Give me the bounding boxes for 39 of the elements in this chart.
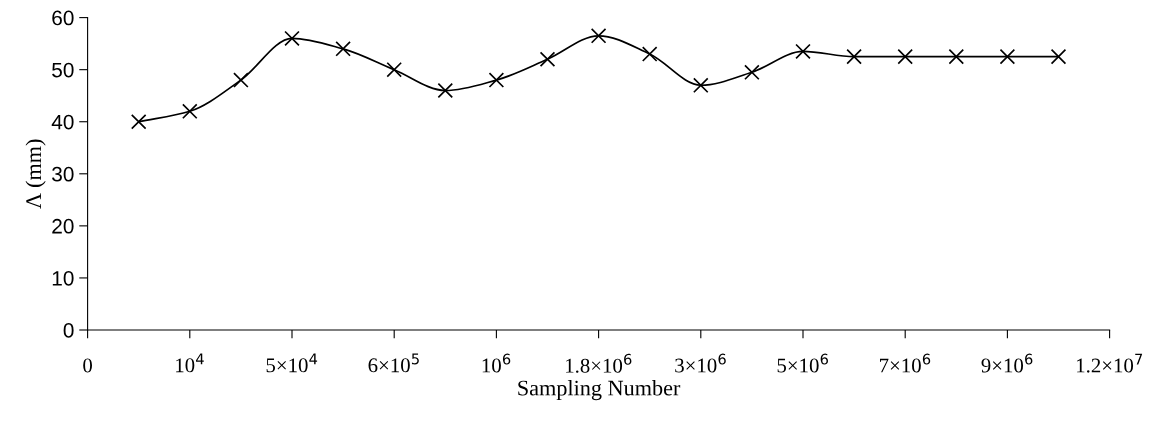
x-tick-label: 1.8×10$^{6}$	[566, 353, 632, 373]
point	[284, 30, 300, 47]
x-tick-label: 5×10$^{4}$	[266, 353, 318, 373]
point	[539, 51, 556, 68]
point	[999, 48, 1016, 65]
x-tick-label: 10$^{4}$	[176, 353, 204, 373]
point	[795, 43, 811, 60]
point	[437, 82, 454, 99]
x-tick-label: 7×10$^{6}$	[880, 353, 931, 373]
point	[641, 46, 658, 62]
x-tick-label: 9×10$^{6}$	[981, 353, 1033, 373]
point	[488, 72, 505, 88]
point	[846, 48, 862, 65]
y-tick-label: 40	[51, 114, 74, 130]
point	[693, 77, 709, 94]
y-tick-label: 50	[52, 62, 74, 78]
point	[130, 113, 147, 130]
y-tick-label: 10	[52, 270, 74, 286]
point	[335, 41, 351, 57]
x-tick-label: 0	[83, 358, 93, 373]
point	[744, 64, 760, 81]
x-tick-label: 1.2×10$^{7}$	[1077, 353, 1143, 373]
y-axis-title: Λ (mm)	[25, 139, 46, 209]
point	[590, 28, 607, 44]
y-tick-label: 30	[52, 166, 74, 182]
x-tick-label: 6×10$^{5}$	[368, 353, 419, 373]
x-axis-title: Sampling Number	[518, 379, 681, 401]
y-tick-label: 60	[52, 10, 74, 26]
point	[182, 103, 198, 120]
y-tick-label: 0	[63, 323, 74, 338]
x-tick-label: 3×10$^{6}$	[675, 353, 726, 373]
point	[897, 48, 913, 65]
y-tick-label: 20	[52, 218, 74, 234]
point	[1050, 48, 1067, 65]
point	[948, 48, 965, 65]
x-tick-label: 5×10$^{6}$	[777, 353, 828, 373]
x-tick-label: 10$^{6}$	[482, 353, 511, 373]
point	[386, 61, 402, 78]
point	[233, 72, 249, 88]
